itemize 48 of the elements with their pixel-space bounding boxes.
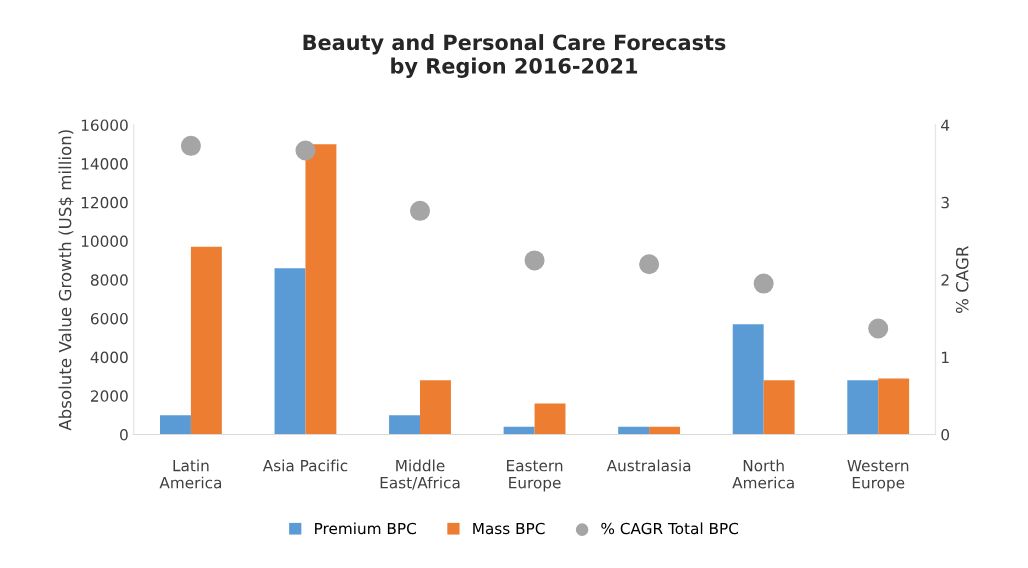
x-tick-label: North America bbox=[732, 459, 794, 489]
chart-title: Beauty and Personal Care Forecasts by Region 2016-2021 bbox=[303, 34, 726, 78]
x-tick-label: Latin America bbox=[159, 459, 222, 489]
bar bbox=[305, 144, 337, 435]
bar bbox=[763, 380, 795, 435]
point bbox=[868, 318, 889, 339]
y-tick-label: 10000 bbox=[81, 235, 128, 248]
point bbox=[639, 254, 660, 275]
x-tick-label: Asia Pacific bbox=[262, 459, 348, 472]
bar bbox=[274, 268, 306, 435]
y2-tick-label: 3 bbox=[941, 196, 949, 209]
x-tick-label: Australasia bbox=[606, 459, 691, 472]
bar bbox=[389, 415, 421, 435]
bar bbox=[649, 426, 681, 435]
x-tick-label: Western Europe bbox=[847, 459, 909, 492]
bar bbox=[732, 324, 764, 435]
y2-tick-label: 2 bbox=[941, 274, 949, 286]
y2-tick-label: 0 bbox=[941, 428, 950, 441]
legend-label: % CAGR Total BPC bbox=[601, 522, 739, 535]
point bbox=[753, 273, 774, 294]
point bbox=[295, 140, 316, 161]
y-tick-label: 0 bbox=[120, 428, 128, 441]
bar bbox=[534, 403, 566, 435]
bar bbox=[847, 380, 879, 435]
x-tick-label: Eastern Europe bbox=[507, 459, 563, 492]
bar bbox=[503, 426, 535, 435]
y-tick-label: 14000 bbox=[81, 158, 128, 170]
bar bbox=[159, 415, 191, 435]
legend-label: Mass BPC bbox=[473, 522, 545, 535]
y-tick-label: 6000 bbox=[90, 312, 128, 325]
x-tick-label: Middle East/Africa bbox=[380, 459, 460, 490]
y-tick-label: 12000 bbox=[81, 196, 128, 209]
bar bbox=[190, 246, 222, 435]
y-axis-title: Absolute Value Growth (US$ million) bbox=[58, 130, 74, 431]
y-tick-label: 2000 bbox=[91, 390, 128, 402]
point bbox=[524, 250, 545, 271]
y-tick-label: 4000 bbox=[90, 351, 128, 364]
point bbox=[180, 135, 201, 156]
bar bbox=[420, 380, 451, 435]
y2-tick-label: 1 bbox=[942, 351, 949, 363]
y-tick-label: 8000 bbox=[90, 274, 128, 286]
point bbox=[409, 200, 431, 221]
bar bbox=[618, 426, 650, 435]
bar bbox=[878, 378, 910, 435]
y-tick-label: 16000 bbox=[81, 119, 128, 131]
y2-tick-label: 4 bbox=[941, 119, 950, 131]
y2-axis-title: % CAGR bbox=[955, 246, 969, 314]
legend-label: Premium BPC bbox=[315, 522, 416, 535]
